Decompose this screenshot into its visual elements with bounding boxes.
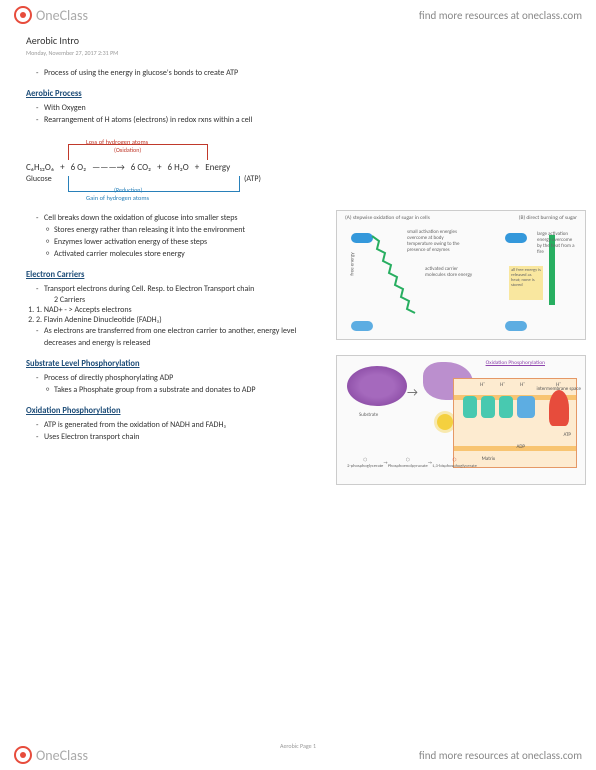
eq-reactant1: C₆H₁₂O₆ — [26, 162, 54, 173]
ap-bullet-1: With Oxygen — [36, 102, 566, 114]
eq-prod2: 6 H₂O — [168, 162, 189, 173]
chem-mid: Phosphoenolpyruvate — [388, 464, 428, 469]
chem-left: 2-phosphoglycerate — [347, 464, 383, 469]
eq-arrow: ———→ — [92, 162, 125, 173]
ox-bullet-2: Uses Electron transport chain — [36, 431, 326, 443]
heading-electron-carriers: Electron Carriers — [26, 270, 326, 280]
arrow-icon: → — [407, 386, 418, 400]
dia2-atp: ATP — [563, 432, 571, 438]
red-label: Gain of hydrogen atoms — [86, 194, 149, 202]
ap-sub-c: Activated carrier molecules store energy — [46, 248, 326, 260]
dia2-space: intermembrane space — [536, 386, 581, 392]
diagram-stepwise-oxidation: (A) stepwise oxidation of sugar in cells… — [336, 210, 586, 340]
dia2-substrate: Substrate — [359, 412, 378, 418]
brand-logo-top: OneClass — [14, 6, 88, 24]
energy-icon — [437, 414, 453, 430]
heading-oxidation: Oxidation Phosphorylation — [26, 406, 326, 416]
heading-aerobic-process: Aerobic Process — [26, 89, 566, 99]
redox-equation-diagram: Loss of hydrogen atoms (Oxidation) C₆H₁₂… — [26, 134, 286, 204]
dia2-title: Oxidation Phosphorylation — [486, 360, 545, 366]
dia1-yellow: all free energy is released as heat; non… — [509, 266, 543, 300]
intro-bullet: Process of using the energy in glucose's… — [36, 67, 566, 79]
ec-bullet-1: Transport electrons during Cell. Resp. t… — [36, 283, 326, 295]
enzyme-complex-2 — [481, 396, 495, 418]
brand-logo-bottom: OneClass — [14, 746, 88, 764]
ec-sub: 2 Carriers — [26, 295, 326, 305]
mitochondrion-icon — [347, 366, 407, 406]
dia1-axis: free energy — [350, 252, 356, 275]
ec-bullet-2: As electrons are transferred from one el… — [36, 325, 326, 349]
dia2-matrix: Matrix — [482, 456, 495, 462]
atp-synthase-icon — [549, 390, 569, 426]
ec-num-2: 2. Flavin Adenine Dinucleotide (FADH₂) — [36, 315, 326, 325]
ox-bullet-1: ATP is generated from the oxidation of N… — [36, 419, 326, 431]
eq-prod3: Energy — [205, 162, 230, 173]
dia1-label-a: (A) stepwise oxidation of sugar in cells — [345, 215, 430, 221]
diagram-phosphorylation: → Substrate Product Oxidation Phosphoryl… — [336, 355, 586, 485]
eq-prod1: 6 CO₂ — [131, 162, 151, 173]
dia1-label-b: (B) direct burning of sugar — [519, 215, 577, 221]
enzyme-complex-1 — [463, 396, 477, 418]
ec-num-1: 1. NAD+ - > Accepts electrons — [36, 305, 326, 315]
brand-name: OneClass — [36, 7, 88, 24]
sub-bullet-1: Process of directly phosphorylating ADP — [36, 372, 326, 384]
page-title: Aerobic Intro — [26, 34, 566, 47]
atp-label: (ATP) — [244, 174, 261, 184]
enzyme-complex-4 — [517, 396, 535, 418]
dia1-burn: large activation energy overcome by the … — [537, 231, 577, 255]
brand-tagline-bottom: find more resources at oneclass.com — [419, 749, 582, 762]
brand-tagline-top: find more resources at oneclass.com — [419, 9, 582, 22]
ap-sub-b: Enzymes lower activation energy of these… — [46, 236, 326, 248]
ox-label: Loss of hydrogen atoms — [86, 138, 148, 146]
enzyme-complex-3 — [499, 396, 513, 418]
heading-substrate: Substrate Level Phosphorylation — [26, 359, 326, 369]
dia2-adp: ADP — [516, 444, 525, 450]
glucose-label: Glucose — [26, 174, 52, 184]
red-sub: (Reduction) — [114, 186, 142, 194]
chem-right: 1,3-bisphosphoglycerate — [432, 464, 477, 469]
eq-reactant2: 6 O₂ — [71, 162, 87, 173]
ap-bullet-3: Cell breaks down the oxidation of glucos… — [36, 212, 326, 224]
page-timestamp: Monday, November 27, 2017 2:31 PM — [26, 49, 566, 57]
dia1-note1: small activation energies overcome at bo… — [407, 229, 467, 253]
ap-bullet-2: Rearrangement of H atoms (electrons) in … — [36, 114, 566, 126]
ap-sub-a: Stores energy rather than releasing it i… — [46, 224, 326, 236]
ox-sub: (Oxidation) — [114, 146, 141, 154]
dia1-note2: activated carrier molecules store energy — [425, 266, 475, 278]
sub-bullet-1a: Takes a Phosphate group from a substrate… — [46, 384, 326, 396]
